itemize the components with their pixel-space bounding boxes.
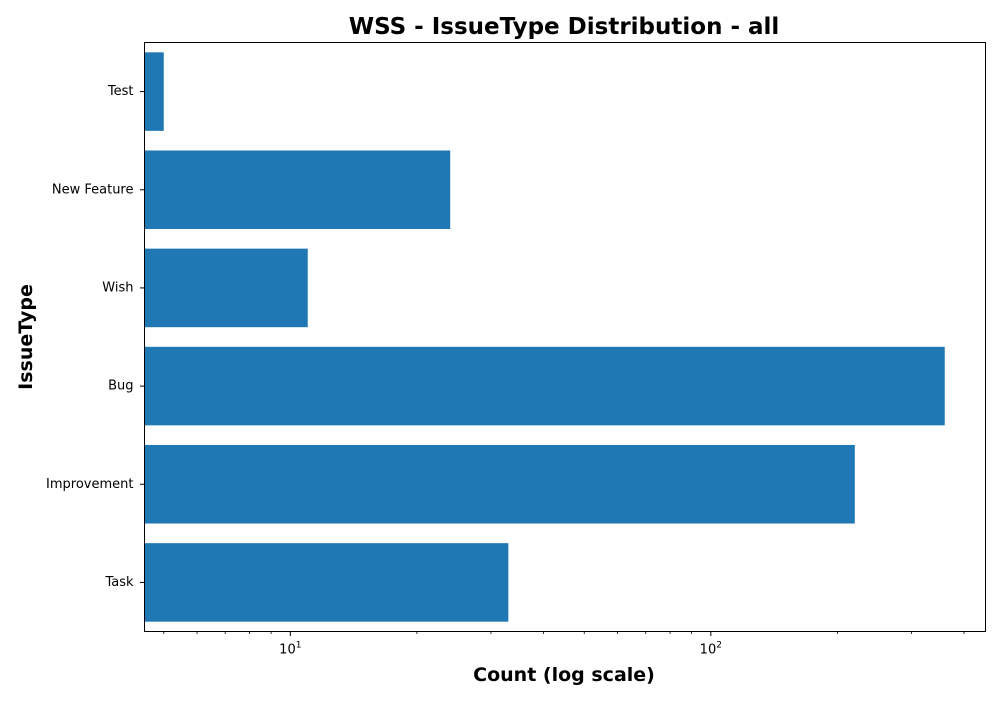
bar-task bbox=[144, 543, 509, 622]
bar-bug bbox=[144, 346, 945, 426]
y-tick-label: Bug bbox=[108, 379, 133, 394]
x-axis-label: Count (log scale) bbox=[473, 664, 655, 686]
y-tick-label: New Feature bbox=[52, 182, 134, 197]
x-tick-label: 101 bbox=[279, 641, 301, 658]
bars-layer bbox=[144, 52, 945, 622]
y-tick-label: Improvement bbox=[46, 477, 133, 492]
bar-test bbox=[144, 52, 164, 131]
y-tick-label: Wish bbox=[102, 280, 133, 295]
bar-wish bbox=[144, 248, 308, 328]
bar-improvement bbox=[144, 444, 855, 524]
bar-new-feature bbox=[144, 150, 451, 230]
x-tick-label: 102 bbox=[700, 641, 722, 658]
chart-title: WSS - IssueType Distribution - all bbox=[349, 14, 780, 40]
plot-frame bbox=[144, 42, 986, 632]
y-tick-label: Task bbox=[104, 575, 134, 590]
y-tick-label: Test bbox=[107, 84, 134, 99]
y-axis-label: IssueType bbox=[15, 284, 37, 390]
x-axis-ticks: 101 102 bbox=[163, 631, 965, 658]
y-axis-ticks: Task Improvement Bug Wish New Feature Test bbox=[46, 84, 145, 590]
